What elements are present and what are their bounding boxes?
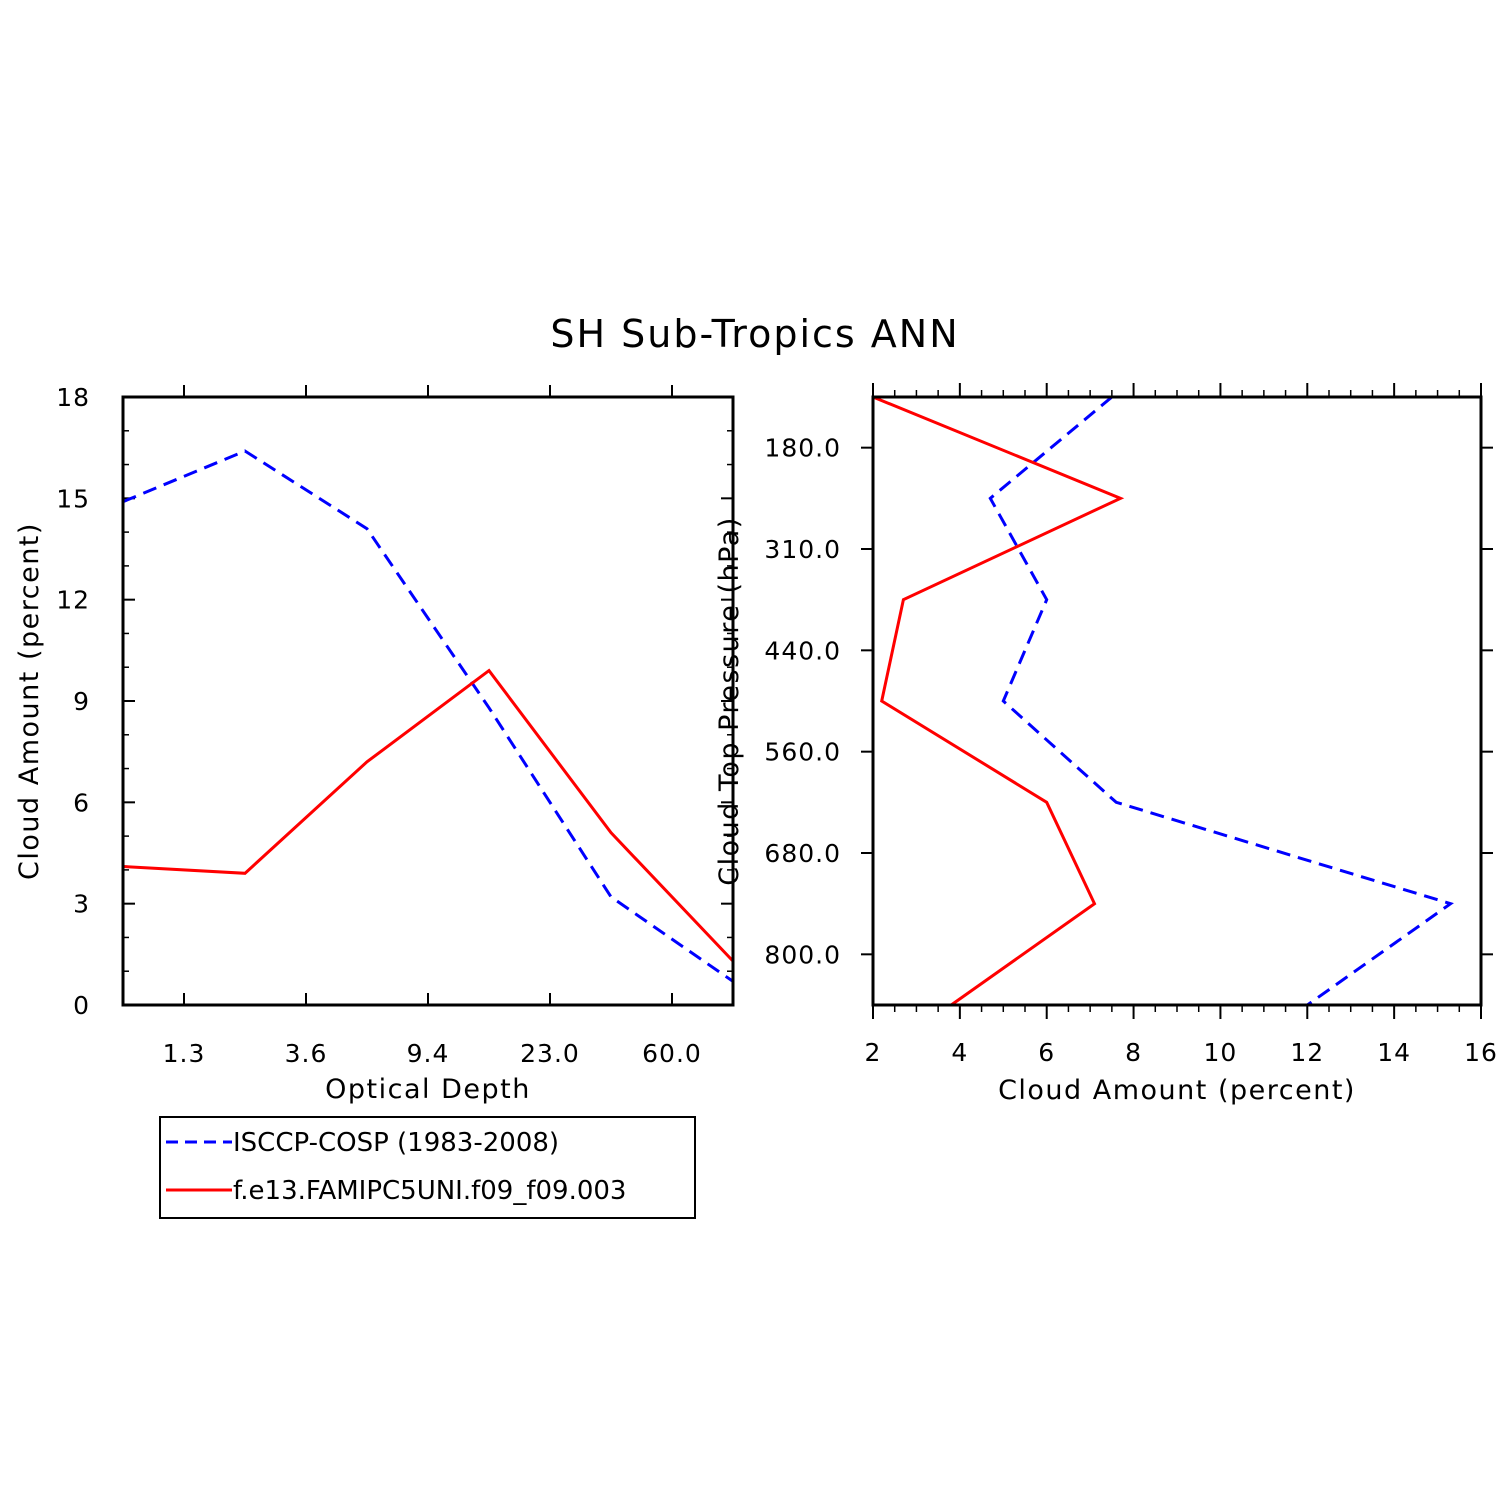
right-xtick-label: 14: [1377, 1038, 1411, 1067]
left-series-obs: [122, 449, 734, 983]
right-xtick-label: 10: [1204, 1038, 1238, 1067]
right-panel-cloud-top-pressure: 2 4 6 8 10 12 14 16 180.0 310.0 440.0 560.0 680.0 800…: [714, 383, 1498, 1106]
left-xtick-label: 9.4: [407, 1039, 450, 1068]
right-ytick-label: 560.0: [764, 738, 841, 767]
right-x-axis-label: Cloud Amount (percent): [998, 1075, 1356, 1106]
left-axis-ticks: [123, 385, 733, 1006]
left-xtick-label: 3.6: [285, 1039, 328, 1068]
right-ytick-label: 180.0: [764, 434, 841, 463]
left-xtick-label: 60.0: [642, 1039, 702, 1068]
left-x-axis-label: Optical Depth: [325, 1074, 531, 1105]
right-ytick-label: 680.0: [764, 839, 841, 868]
left-ytick-label: 0: [73, 991, 90, 1020]
right-xtick-label: 16: [1464, 1038, 1498, 1067]
right-xtick-label: 2: [865, 1038, 882, 1067]
right-series-model: [872, 395, 1125, 1007]
right-xtick-label: 4: [951, 1038, 968, 1067]
right-ytick-label: 800.0: [764, 940, 841, 969]
right-series-obs: [988, 395, 1454, 1007]
left-xtick-label: 1.3: [163, 1039, 206, 1068]
left-plot-frame: [121, 395, 735, 1007]
right-xtick-label: 12: [1290, 1038, 1324, 1067]
left-ytick-label: 15: [56, 484, 90, 513]
right-tick-labels: 2 4 6 8 10 12 14 16 180.0 310.0 440.0 560.0 680.0 800…: [764, 434, 1498, 1067]
right-plot-frame: [871, 395, 1483, 1007]
left-ytick-label: 3: [73, 890, 90, 919]
right-xtick-label: 6: [1038, 1038, 1055, 1067]
right-ytick-label: 440.0: [764, 636, 841, 665]
left-panel-optical-depth: 0 3 6 9 12 15 18 1.3 3.6 9.4 23.0 60.0 Optical Dept…: [14, 383, 735, 1105]
legend-box: [159, 1116, 696, 1219]
legend-label-obs: ISCCP-COSP (1983-2008): [233, 1128, 559, 1158]
right-y-axis-label: Cloud Top Pressure (hPa): [714, 516, 745, 886]
right-series-lines: [872, 395, 1454, 1007]
left-ytick-label: 18: [56, 383, 90, 412]
left-ytick-label: 12: [56, 586, 90, 615]
right-xtick-label: 8: [1125, 1038, 1142, 1067]
left-tick-labels: 0 3 6 9 12 15 18 1.3 3.6 9.4 23.0 60.0: [56, 383, 702, 1068]
left-series-model: [122, 668, 735, 963]
left-series-lines: [122, 449, 735, 983]
left-y-axis-label: Cloud Amount (percent): [14, 522, 45, 880]
right-axis-ticks: [861, 383, 1493, 1019]
chart-title: SH Sub-Tropics ANN: [550, 312, 959, 356]
left-ytick-label: 9: [73, 687, 90, 716]
right-ytick-label: 310.0: [764, 535, 841, 564]
legend-label-model: f.e13.FAMIPC5UNI.f09_f09.003: [233, 1176, 626, 1206]
left-ytick-label: 6: [73, 788, 90, 817]
left-xtick-label: 23.0: [520, 1039, 580, 1068]
legend: ISCCP-COSP (1983-2008) f.e13.FAMIPC5UNI.…: [159, 1116, 696, 1219]
